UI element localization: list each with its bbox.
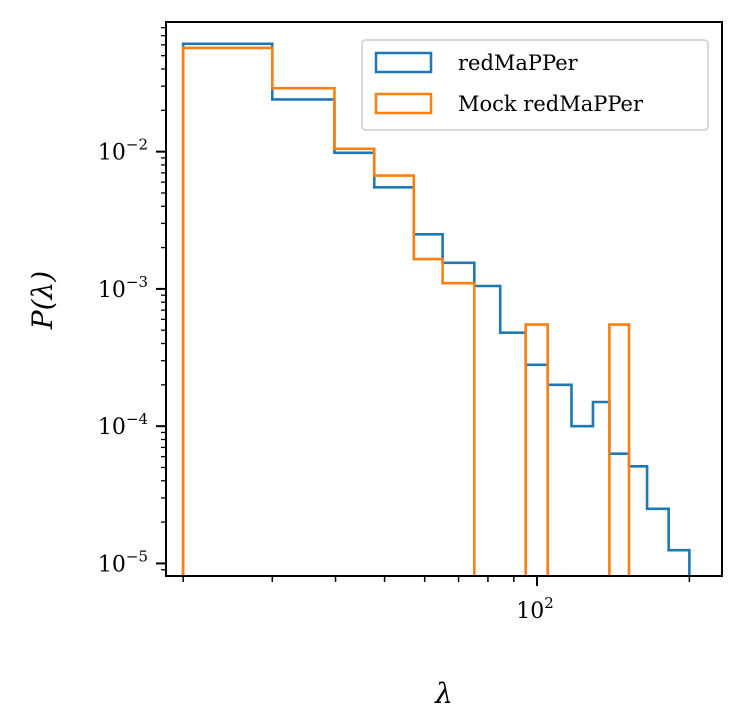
legend-label-mock-redmapper: Mock redMaPPer bbox=[458, 92, 644, 116]
y-axis-label-group: P(λ) bbox=[26, 271, 59, 330]
y-tick-label: 10−5 bbox=[98, 547, 148, 577]
y-tick-label: 10−2 bbox=[98, 136, 148, 166]
legend-frame bbox=[361, 39, 709, 131]
x-axis-label: λ bbox=[434, 677, 453, 710]
y-tick-label: 10−3 bbox=[98, 273, 148, 303]
legend-swatch-redmapper bbox=[374, 51, 433, 74]
plot-area bbox=[181, 42, 691, 576]
axis-ticks: 102 10−2 10−3 10−4 10−5 bbox=[98, 27, 691, 624]
y-tick-label: 10−4 bbox=[98, 410, 148, 440]
axes-frame bbox=[165, 21, 723, 577]
legend: redMaPPer Mock redMaPPer bbox=[361, 39, 709, 131]
series-step-mock-redmapper bbox=[181, 46, 631, 576]
legend-label-redmapper: redMaPPer bbox=[458, 51, 579, 75]
x-tick-label: 102 bbox=[516, 594, 554, 624]
legend-swatch-mock-redmapper bbox=[374, 92, 433, 115]
y-axis-label: P(λ) bbox=[26, 271, 59, 330]
